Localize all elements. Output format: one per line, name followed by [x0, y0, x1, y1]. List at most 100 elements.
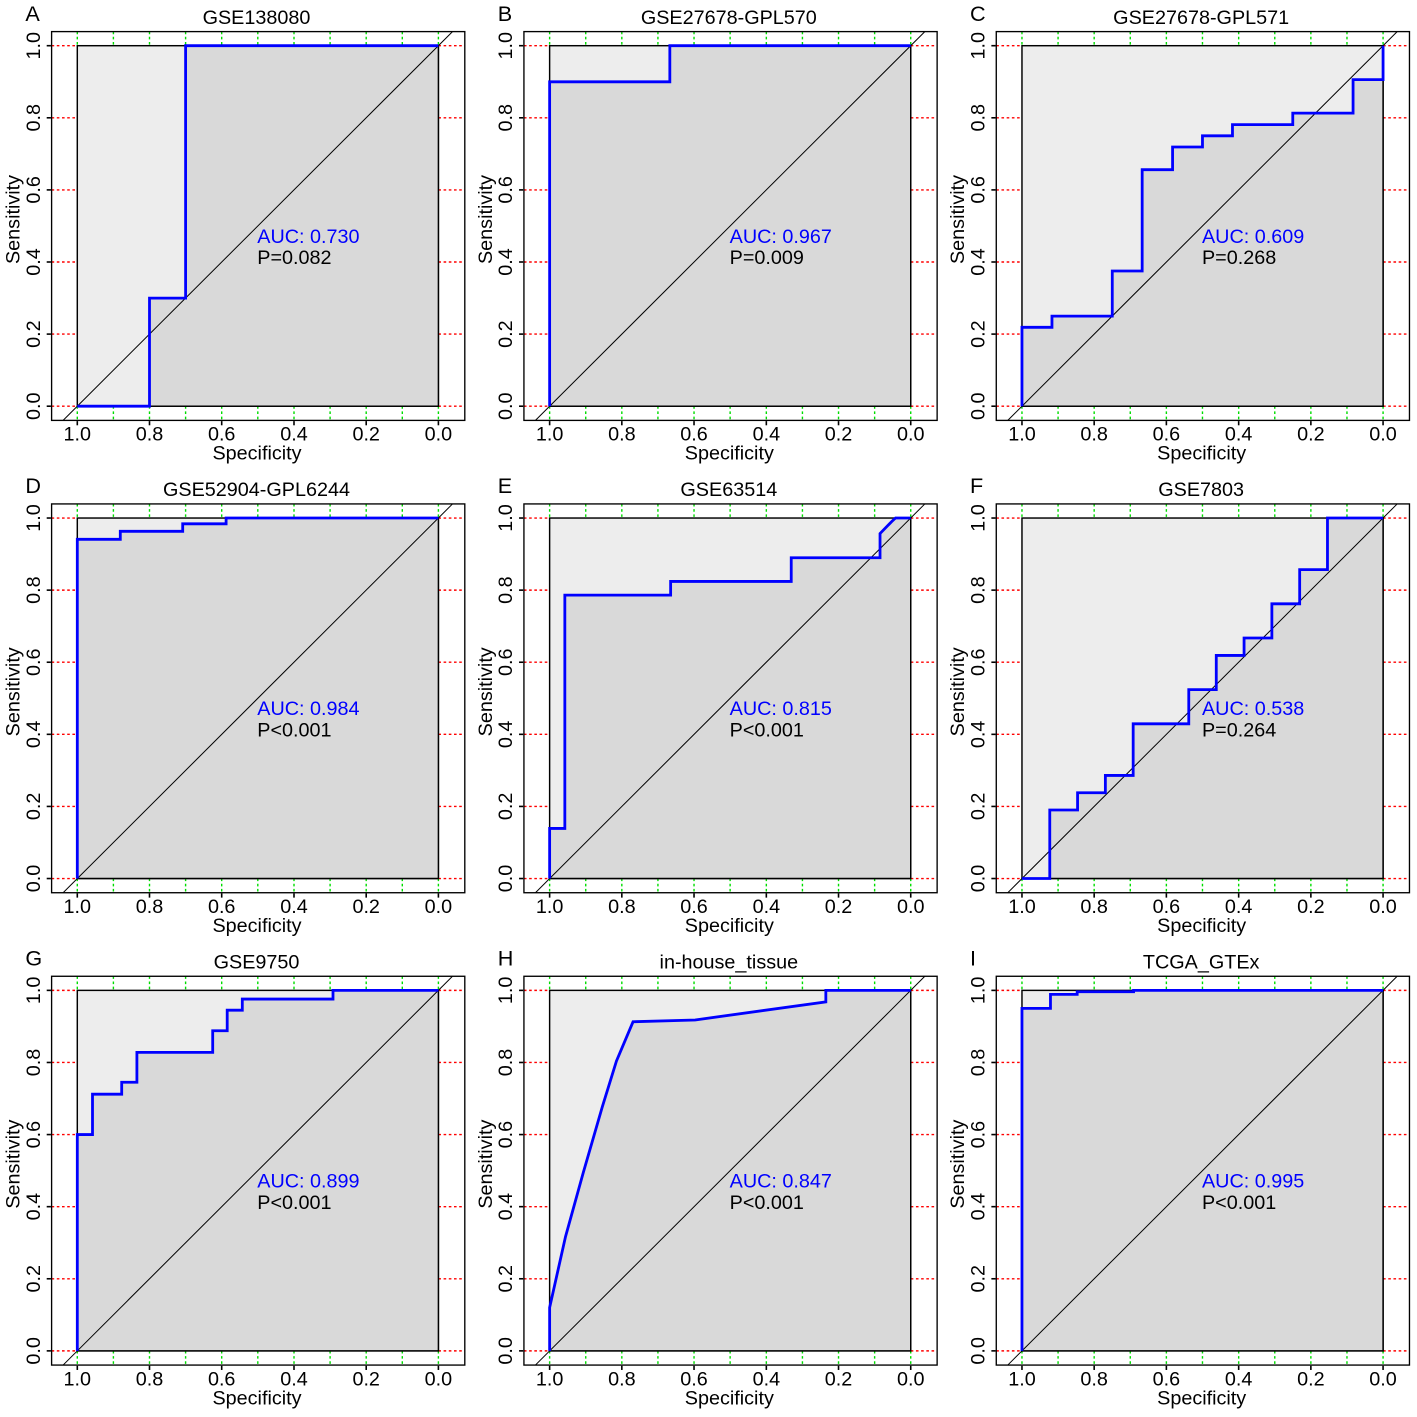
svg-text:0.4: 0.4 [753, 1368, 781, 1390]
svg-text:0.8: 0.8 [495, 104, 517, 132]
svg-text:0.0: 0.0 [897, 1368, 925, 1390]
svg-text:0.4: 0.4 [495, 1193, 517, 1221]
svg-text:0.0: 0.0 [495, 1337, 517, 1365]
svg-text:0.8: 0.8 [608, 896, 636, 918]
svg-text:Sensitivity: Sensitivity [947, 1120, 969, 1209]
svg-text:0.8: 0.8 [608, 1368, 636, 1390]
svg-text:0.4: 0.4 [967, 1193, 989, 1221]
svg-text:0.0: 0.0 [23, 1337, 45, 1365]
svg-text:1.0: 1.0 [23, 32, 45, 60]
svg-text:0.0: 0.0 [425, 896, 453, 918]
svg-text:1.0: 1.0 [23, 504, 45, 531]
svg-text:P<0.001: P<0.001 [257, 1192, 331, 1214]
svg-text:F: F [970, 473, 983, 498]
svg-text:Sensitivity: Sensitivity [947, 647, 969, 736]
svg-text:0.6: 0.6 [495, 648, 517, 676]
svg-text:0.6: 0.6 [495, 176, 517, 204]
svg-text:0.0: 0.0 [967, 1337, 989, 1365]
svg-text:0.0: 0.0 [1369, 896, 1397, 918]
svg-text:0.6: 0.6 [967, 648, 989, 676]
svg-text:Specificity: Specificity [1157, 1387, 1246, 1409]
svg-text:0.8: 0.8 [136, 424, 164, 446]
svg-text:0.0: 0.0 [495, 392, 517, 420]
svg-text:Specificity: Specificity [1157, 443, 1246, 465]
svg-text:0.4: 0.4 [280, 424, 308, 446]
svg-text:P=0.082: P=0.082 [257, 247, 331, 269]
svg-text:AUC: 0.847: AUC: 0.847 [730, 1171, 832, 1193]
svg-text:0.4: 0.4 [1225, 896, 1253, 918]
svg-text:P=0.264: P=0.264 [1202, 719, 1276, 741]
svg-text:0.2: 0.2 [23, 1265, 45, 1293]
svg-text:H: H [498, 946, 514, 971]
svg-text:0.8: 0.8 [23, 576, 45, 604]
svg-text:Sensitivity: Sensitivity [947, 175, 969, 264]
svg-text:0.6: 0.6 [208, 896, 236, 918]
svg-text:0.2: 0.2 [352, 424, 380, 446]
svg-text:Specificity: Specificity [685, 1387, 774, 1409]
svg-text:0.8: 0.8 [23, 104, 45, 132]
svg-text:0.2: 0.2 [495, 793, 517, 821]
svg-text:AUC: 0.995: AUC: 0.995 [1202, 1171, 1304, 1193]
svg-text:0.6: 0.6 [208, 1368, 236, 1390]
svg-text:0.8: 0.8 [967, 1049, 989, 1077]
svg-text:AUC: 0.967: AUC: 0.967 [730, 226, 832, 248]
svg-text:0.0: 0.0 [23, 392, 45, 420]
svg-text:0.4: 0.4 [23, 1193, 45, 1221]
svg-text:A: A [25, 1, 40, 26]
svg-text:0.6: 0.6 [1153, 424, 1181, 446]
svg-text:GSE27678-GPL571: GSE27678-GPL571 [1113, 7, 1289, 29]
svg-text:0.4: 0.4 [280, 896, 308, 918]
svg-text:P<0.001: P<0.001 [1202, 1192, 1276, 1214]
svg-text:0.2: 0.2 [825, 424, 853, 446]
svg-text:0.4: 0.4 [495, 721, 517, 749]
svg-text:0.8: 0.8 [136, 1368, 164, 1390]
svg-text:Specificity: Specificity [212, 443, 301, 465]
svg-text:1.0: 1.0 [1008, 1368, 1036, 1390]
svg-text:0.8: 0.8 [495, 576, 517, 604]
svg-text:0.2: 0.2 [967, 793, 989, 821]
svg-text:0.2: 0.2 [825, 1368, 853, 1390]
svg-text:P=0.009: P=0.009 [730, 247, 804, 269]
svg-text:0.6: 0.6 [208, 424, 236, 446]
svg-text:0.8: 0.8 [1080, 896, 1108, 918]
svg-text:0.4: 0.4 [1225, 1368, 1253, 1390]
svg-text:0.0: 0.0 [1369, 1368, 1397, 1390]
svg-text:GSE9750: GSE9750 [214, 951, 300, 973]
svg-text:0.4: 0.4 [967, 248, 989, 276]
svg-text:AUC: 0.815: AUC: 0.815 [730, 698, 832, 720]
svg-text:1.0: 1.0 [1008, 896, 1036, 918]
svg-text:GSE52904-GPL6244: GSE52904-GPL6244 [163, 479, 350, 501]
svg-text:P=0.268: P=0.268 [1202, 247, 1276, 269]
svg-text:0.8: 0.8 [967, 576, 989, 604]
svg-text:0.0: 0.0 [897, 896, 925, 918]
svg-text:Sensitivity: Sensitivity [475, 175, 497, 264]
svg-text:D: D [25, 473, 41, 498]
svg-text:Sensitivity: Sensitivity [475, 647, 497, 736]
svg-text:0.2: 0.2 [352, 896, 380, 918]
svg-text:0.6: 0.6 [23, 648, 45, 676]
svg-text:0.8: 0.8 [23, 1049, 45, 1077]
svg-text:B: B [498, 1, 512, 26]
svg-text:G: G [25, 946, 42, 971]
svg-text:1.0: 1.0 [495, 504, 517, 531]
svg-text:0.2: 0.2 [495, 1265, 517, 1293]
svg-text:GSE7803: GSE7803 [1158, 479, 1244, 501]
svg-text:0.8: 0.8 [967, 104, 989, 132]
svg-text:1.0: 1.0 [967, 32, 989, 60]
svg-text:0.4: 0.4 [753, 896, 781, 918]
svg-text:0.2: 0.2 [1297, 896, 1325, 918]
svg-text:0.0: 0.0 [425, 424, 453, 446]
svg-text:Sensitivity: Sensitivity [3, 175, 25, 264]
svg-text:AUC: 0.609: AUC: 0.609 [1202, 226, 1304, 248]
svg-text:Specificity: Specificity [1157, 915, 1246, 937]
svg-text:0.2: 0.2 [495, 320, 517, 348]
svg-text:0.4: 0.4 [280, 1368, 308, 1390]
svg-text:Specificity: Specificity [685, 915, 774, 937]
svg-text:1.0: 1.0 [536, 896, 564, 918]
svg-text:1.0: 1.0 [23, 977, 45, 1005]
svg-text:Specificity: Specificity [212, 915, 301, 937]
svg-text:GSE63514: GSE63514 [680, 479, 777, 501]
svg-text:GSE27678-GPL570: GSE27678-GPL570 [641, 7, 817, 29]
svg-text:Specificity: Specificity [685, 443, 774, 465]
svg-text:0.2: 0.2 [23, 320, 45, 348]
